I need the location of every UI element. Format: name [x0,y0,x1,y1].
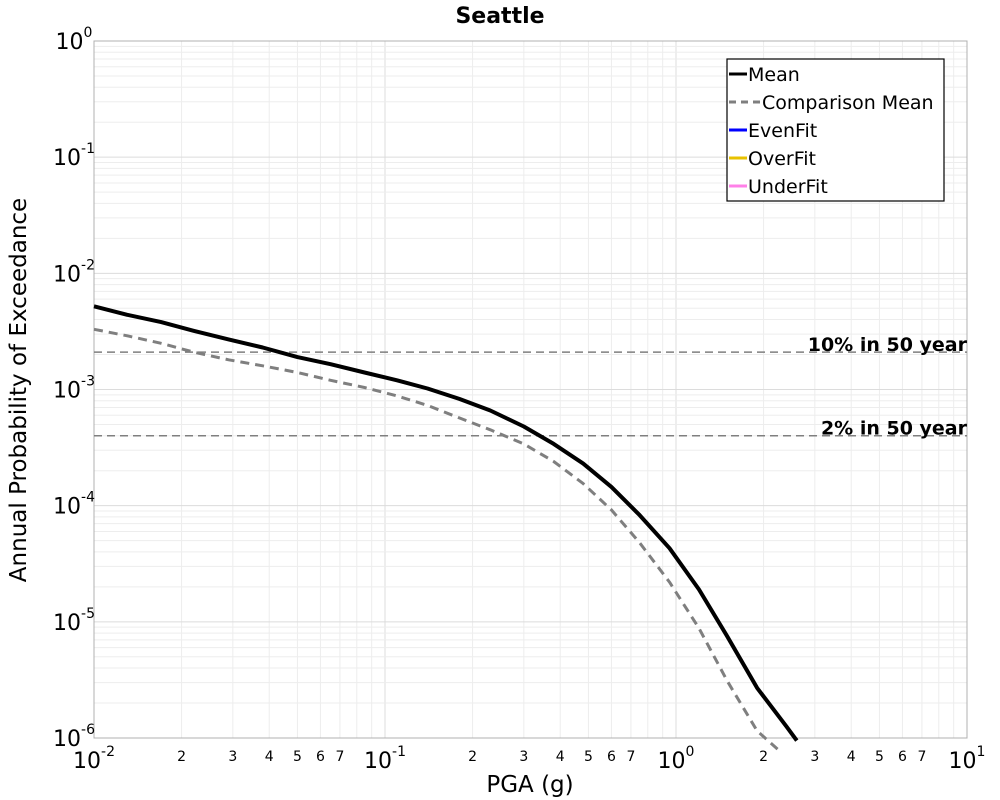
x-minor-tick-label: 5 [584,749,593,765]
reference-line-label: 2% in 50 year [821,418,968,440]
x-minor-tick-label: 2 [468,749,477,765]
legend: Mean Comparison Mean EvenFit OverFit UnderFi… [726,58,945,202]
series-line-comparison-mean [93,327,783,754]
reference-lines: 10% in 50 year 2% in 50 year [94,334,968,440]
x-minor-tick-label: 4 [556,749,565,765]
y-tick-label: 10-3 [53,374,95,404]
x-minor-tick-label: 6 [316,749,325,765]
x-minor-tick-label: 4 [847,749,856,765]
x-tick-label: 100 [658,744,695,774]
x-minor-tick-label: 6 [898,749,907,765]
x-minor-tick-label: 5 [293,749,302,765]
x-minor-tick-label: 2 [177,749,186,765]
x-minor-tick-label: 4 [265,749,274,765]
x-tick-label: 101 [949,744,986,774]
y-axis-label: Annual Probability of Exceedance [6,198,32,582]
legend-item-label: EvenFit [748,120,817,142]
legend-box [726,58,945,202]
x-minor-tick-label: 2 [759,749,768,765]
y-tick-label: 10-6 [53,722,95,752]
y-tick-label: 10-5 [53,606,95,636]
reference-line-label: 10% in 50 year [808,334,968,356]
x-minor-tick-label: 3 [228,749,237,765]
series-line-mean [93,304,799,742]
series-lines [93,304,799,754]
x-tick-label: 10-2 [73,744,115,774]
y-tick-label: 10-1 [53,141,95,171]
y-tick-label: 100 [56,25,93,55]
legend-item-label: Mean [748,64,800,86]
grid [93,41,967,739]
y-tick-label: 10-4 [53,490,95,520]
x-minor-tick-label: 7 [335,749,344,765]
x-minor-tick-label: 3 [519,749,528,765]
x-axis-label: PGA (g) [486,772,573,798]
x-minor-tick-label: 5 [875,749,884,765]
chart-title: Seattle [455,4,544,29]
x-minor-tick-label: 6 [607,749,616,765]
x-tick-label: 10-1 [364,744,406,774]
legend-item-label: OverFit [748,148,816,170]
legend-item-label: Comparison Mean [762,92,934,114]
plot-frame [93,40,968,739]
y-tick-label: 10-2 [53,257,95,287]
x-minor-tick-label: 7 [626,749,635,765]
legend-item-label: UnderFit [748,176,828,198]
x-minor-tick-label: 7 [917,749,926,765]
x-minor-tick-label: 3 [810,749,819,765]
